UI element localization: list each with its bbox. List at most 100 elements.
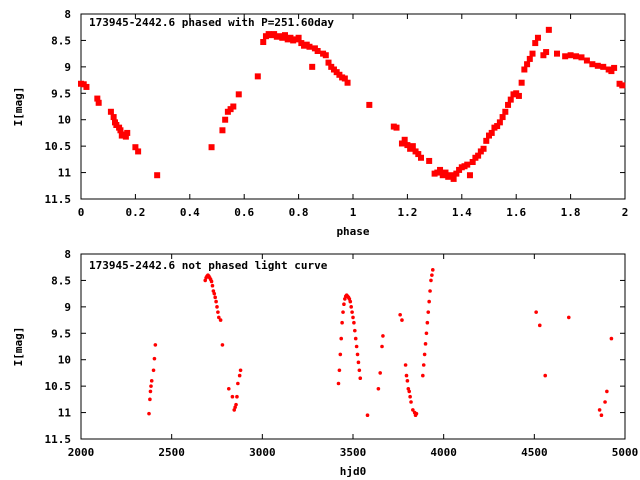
x-tick-label: 4000 (430, 446, 457, 459)
data-point (353, 328, 357, 333)
data-point (405, 379, 410, 383)
data-point (336, 381, 341, 386)
data-point (349, 305, 353, 309)
data-point (469, 159, 476, 165)
data-point (149, 379, 154, 383)
data-point (212, 291, 217, 296)
data-point (337, 368, 342, 373)
data-point (95, 99, 102, 106)
data-point (480, 145, 487, 152)
data-point (210, 283, 215, 288)
y-tick-label: 8.5 (51, 274, 71, 287)
data-point (532, 40, 539, 47)
data-point (526, 55, 533, 62)
data-point (215, 305, 219, 309)
data-point (494, 123, 501, 130)
data-point (534, 310, 538, 314)
y-tick-label: 11.5 (45, 193, 72, 206)
data-point (554, 50, 560, 57)
data-point (408, 394, 412, 399)
y-tick-label: 9.5 (51, 327, 71, 340)
y-tick-label: 9.5 (51, 87, 71, 100)
y-tick-label: 8 (64, 248, 71, 261)
data-point (342, 302, 346, 307)
data-point (260, 39, 267, 46)
data-point (353, 336, 358, 341)
x-tick-label: 3500 (340, 446, 367, 459)
data-point (380, 344, 384, 349)
data-point (453, 170, 460, 177)
data-point (411, 408, 415, 412)
data-point (562, 53, 569, 60)
data-point (537, 323, 542, 328)
data-point (208, 144, 215, 151)
x-tick-label: 0.6 (234, 206, 254, 219)
data-point (422, 352, 427, 357)
data-point (352, 320, 356, 325)
data-point (437, 166, 444, 173)
x-tick-label: 3000 (249, 446, 276, 459)
data-point (357, 368, 362, 373)
y-tick-label: 9 (64, 301, 71, 314)
data-point (216, 310, 220, 314)
data-point (466, 172, 473, 179)
data-point (83, 83, 90, 90)
data-point (220, 343, 225, 347)
data-point (415, 151, 422, 158)
data-point (152, 356, 157, 361)
data-point (426, 157, 433, 164)
x-tick-label: 0.4 (180, 206, 200, 219)
y-tick-label: 11 (58, 167, 72, 180)
data-point (355, 352, 360, 357)
data-point (400, 318, 404, 322)
x-tick-label: 1.8 (561, 206, 581, 219)
x-tick-label: 2500 (158, 446, 185, 459)
data-point (502, 108, 509, 115)
data-point (366, 101, 373, 108)
y-tick-label: 9 (64, 61, 71, 74)
x-tick-label: 1.6 (506, 206, 526, 219)
data-point (488, 129, 495, 136)
data-point (496, 119, 503, 126)
data-point (404, 142, 411, 149)
data-point (430, 273, 434, 277)
data-point (583, 57, 590, 64)
data-point (529, 50, 536, 57)
data-point (409, 400, 413, 404)
data-point (573, 53, 580, 60)
data-point (540, 52, 547, 59)
x-tick-label: 4500 (521, 446, 548, 459)
data-point (566, 315, 571, 320)
data-point (515, 92, 522, 99)
data-point (309, 63, 316, 70)
x-tick-label: 5000 (612, 446, 639, 459)
data-point (235, 91, 242, 98)
data-point (393, 124, 400, 131)
data-point (599, 413, 604, 418)
data-point (149, 384, 153, 388)
data-point (365, 413, 370, 418)
data-point (236, 381, 240, 386)
data-point (295, 34, 302, 41)
data-point (348, 299, 353, 304)
data-point (594, 62, 601, 69)
data-point (356, 360, 361, 365)
data-point (464, 161, 471, 168)
data-point (543, 49, 550, 56)
y-axis-title: I[mag] (12, 87, 25, 127)
data-point (235, 394, 239, 399)
data-point (117, 127, 124, 134)
data-point (499, 114, 506, 121)
data-point (151, 368, 156, 373)
data-point (338, 352, 343, 357)
data-point (578, 54, 585, 61)
x-axis-title: phase (336, 225, 369, 238)
data-point (426, 310, 431, 314)
data-point (521, 66, 528, 73)
data-point (339, 336, 344, 341)
data-point (423, 342, 428, 346)
x-axis-title: hjd0 (340, 465, 367, 478)
data-point (153, 343, 158, 347)
data-point (314, 48, 321, 54)
